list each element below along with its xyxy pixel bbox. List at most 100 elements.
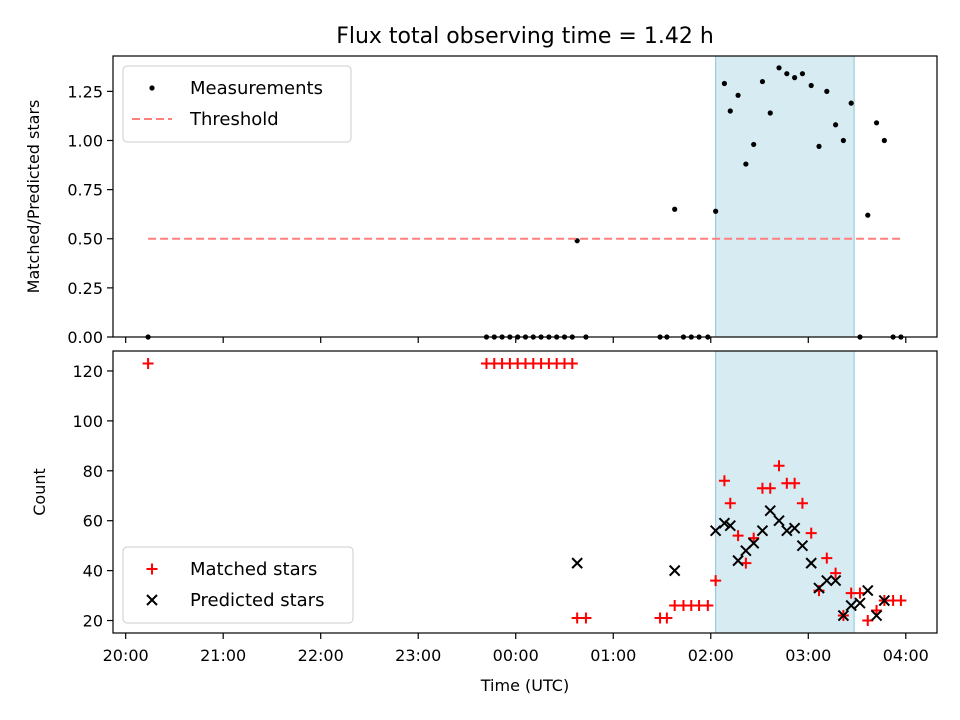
matched-star-point bbox=[796, 497, 808, 509]
measurement-point bbox=[784, 71, 790, 77]
legend-plus-icon bbox=[146, 563, 158, 575]
measurement-point bbox=[840, 137, 846, 144]
measurement-point bbox=[792, 75, 798, 81]
matched-star-point bbox=[830, 567, 842, 579]
x-tick-label: 22:00 bbox=[298, 646, 344, 665]
predicted-star-point bbox=[571, 557, 583, 569]
axes-frame-1 bbox=[112, 350, 938, 634]
y-tick-label: 1.25 bbox=[67, 82, 103, 101]
x-tick-label: 01:00 bbox=[590, 646, 636, 665]
predicted-star-point bbox=[854, 597, 866, 609]
matched-star-point bbox=[821, 552, 833, 564]
y-tick-label: 120 bbox=[72, 362, 103, 381]
measurement-point bbox=[865, 212, 871, 218]
legend-1: Matched stars Predicted stars bbox=[122, 546, 354, 624]
x-tick-label: 00:00 bbox=[493, 646, 539, 665]
matched-star-point bbox=[862, 615, 874, 627]
matched-star-point bbox=[566, 357, 578, 369]
predicted-star-point bbox=[796, 539, 809, 552]
matched-star-point bbox=[661, 612, 673, 624]
predicted-star-point bbox=[837, 609, 850, 622]
x-axis-label: Time (UTC) bbox=[480, 676, 569, 695]
predicted-star-point bbox=[747, 537, 760, 549]
x-tick-label: 20:00 bbox=[103, 646, 149, 665]
measurement-point bbox=[767, 110, 773, 116]
measurement-point bbox=[808, 82, 814, 89]
legend-entry: Predicted stars bbox=[190, 590, 324, 611]
predicted-star-point bbox=[829, 574, 842, 587]
matched-star-point bbox=[805, 527, 817, 539]
legend-dot-icon bbox=[149, 85, 155, 91]
matched-star-point bbox=[773, 460, 785, 472]
predicted-star-point bbox=[862, 584, 874, 597]
x-tick-label: 21:00 bbox=[200, 646, 246, 665]
measurement-point bbox=[873, 120, 880, 126]
matched-star-point bbox=[580, 612, 592, 624]
measurement-point bbox=[735, 92, 741, 98]
predicted-star-point bbox=[756, 524, 769, 537]
y-tick-label: 0.25 bbox=[67, 279, 103, 298]
axes-frame-0 bbox=[112, 55, 938, 338]
predicted-star-point bbox=[788, 522, 801, 534]
y-tick-label: 0.00 bbox=[67, 328, 103, 347]
observing-span-0 bbox=[715, 55, 855, 338]
predicted-star-point bbox=[781, 524, 793, 537]
legend-entry: Threshold bbox=[189, 109, 279, 130]
matched-star-point bbox=[740, 557, 752, 569]
observing-span-1 bbox=[715, 350, 855, 634]
matched-star-point bbox=[142, 357, 154, 369]
predicted-star-point bbox=[724, 519, 736, 532]
predicted-star-point bbox=[773, 514, 785, 527]
y-tick-label: 0.75 bbox=[67, 181, 103, 200]
predicted-star-point bbox=[805, 557, 817, 569]
measurement-point bbox=[799, 71, 806, 77]
matched-star-point bbox=[764, 482, 776, 494]
legend-x-icon bbox=[146, 594, 158, 606]
legend-box bbox=[122, 65, 352, 143]
x-tick-label: 23:00 bbox=[395, 646, 441, 665]
legend-box bbox=[122, 546, 354, 624]
measurement-point bbox=[832, 122, 839, 128]
series-1-1 bbox=[571, 505, 891, 622]
legend-0: Measurements Threshold bbox=[122, 65, 352, 143]
y-tick-label: 100 bbox=[72, 412, 103, 431]
y-tick-label: 20 bbox=[83, 612, 103, 631]
legend-entry: Matched stars bbox=[190, 559, 317, 580]
y-tick-label: 0.50 bbox=[67, 230, 103, 249]
measurement-point bbox=[816, 143, 822, 149]
measurement-point bbox=[713, 208, 719, 214]
measurement-point bbox=[848, 100, 854, 106]
bottom-panel: 20 40 60 80 100 120 20:00 21:00 22:00 23:00 00:00 0… bbox=[30, 350, 938, 695]
top-panel: 0.00 0.25 0.50 0.75 1.00 1.25 Measurements Thre… bbox=[24, 24, 938, 347]
predicted-star-point bbox=[845, 599, 857, 612]
predicted-star-point bbox=[878, 594, 891, 607]
y-tick-label: 80 bbox=[83, 462, 103, 481]
x-tick-label: 03:00 bbox=[785, 646, 831, 665]
matched-star-point bbox=[702, 600, 714, 612]
measurement-point bbox=[672, 206, 678, 212]
matched-star-point bbox=[718, 475, 730, 487]
predicted-star-point bbox=[732, 554, 744, 567]
matched-star-point bbox=[732, 530, 744, 542]
matched-star-point bbox=[789, 477, 801, 489]
predicted-star-point bbox=[870, 609, 883, 622]
measurement-point bbox=[776, 65, 782, 71]
predicted-star-point bbox=[764, 505, 776, 517]
predicted-star-point bbox=[718, 517, 731, 529]
y-tick-label: 60 bbox=[83, 512, 103, 531]
matched-star-point bbox=[710, 575, 722, 587]
measurement-point bbox=[727, 108, 733, 114]
measurement-point bbox=[824, 88, 830, 94]
y-axis-label-bottom: Count bbox=[30, 468, 49, 516]
predicted-star-point bbox=[668, 564, 681, 577]
measurement-point bbox=[751, 141, 757, 148]
x-tick-label: 02:00 bbox=[688, 646, 734, 665]
matched-star-point bbox=[895, 595, 907, 607]
measurement-point bbox=[743, 161, 749, 167]
y-tick-label: 1.00 bbox=[67, 131, 103, 150]
chart-title: Flux total observing time = 1.42 h bbox=[336, 24, 714, 49]
measurement-point bbox=[881, 137, 887, 144]
matched-star-point bbox=[724, 497, 736, 509]
predicted-star-point bbox=[821, 574, 833, 587]
